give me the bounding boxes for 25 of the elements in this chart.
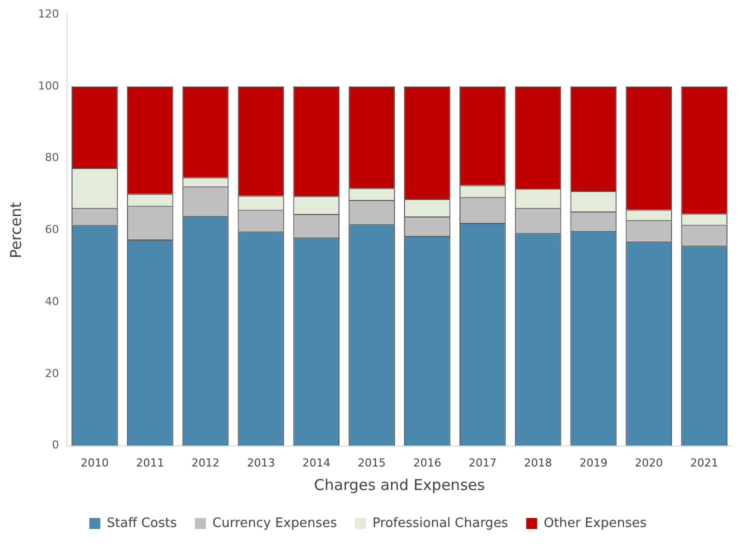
- legend-label: Other Expenses: [544, 516, 647, 531]
- y-tick-label: 120: [38, 7, 59, 20]
- y-tick-label: 0: [52, 438, 59, 452]
- x-tick-label: 2020: [634, 456, 663, 470]
- x-tick-label: 2015: [358, 456, 386, 470]
- legend-label: Staff Costs: [106, 516, 178, 531]
- x-tick-label: 2018: [524, 456, 552, 470]
- x-axis-title: Charges and Expenses: [314, 476, 486, 494]
- y-tick-label: 80: [44, 151, 59, 164]
- x-tick-label: 2012: [192, 456, 220, 470]
- x-tick-label: 2014: [302, 456, 330, 470]
- x-tick-label: 2013: [246, 456, 275, 470]
- y-tick-label: 60: [44, 223, 59, 236]
- legend-label: Currency Expenses: [212, 516, 338, 531]
- y-tick-label: 20: [44, 366, 59, 380]
- x-tick-label: 2011: [136, 456, 164, 470]
- x-tick-label: 2016: [413, 456, 442, 470]
- x-tick-label: 2019: [579, 456, 608, 470]
- x-tick-label: 2010: [80, 456, 109, 470]
- x-tick-label: 2017: [468, 456, 497, 470]
- x-tick-label: 2021: [690, 456, 718, 470]
- y-axis-title: Percent: [6, 202, 25, 258]
- legend-label: Professional Charges: [372, 516, 508, 531]
- y-tick-label: 100: [38, 79, 59, 92]
- y-tick-label: 40: [44, 294, 59, 308]
